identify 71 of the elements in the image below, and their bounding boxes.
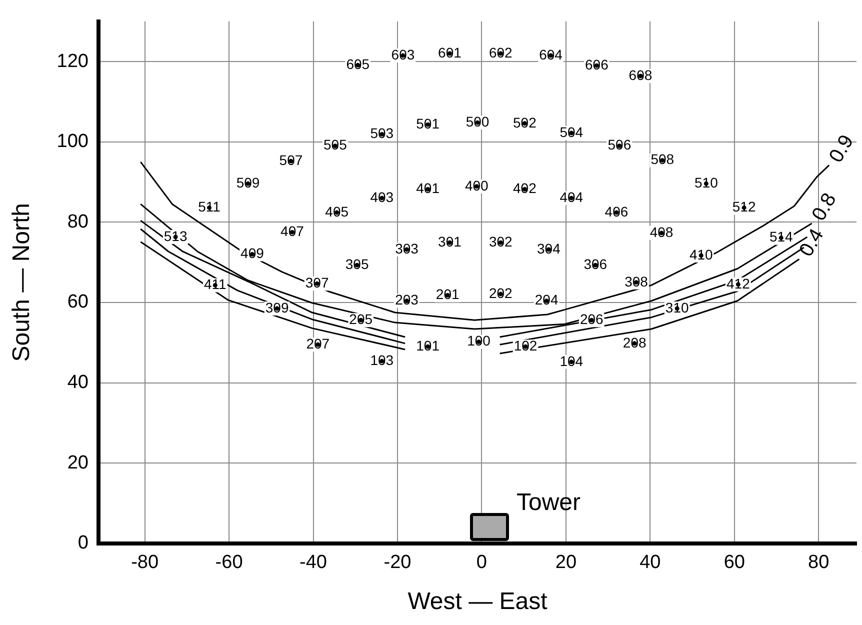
text: 0.8 (808, 190, 841, 225)
annotation: 205 (349, 311, 373, 328)
annotation: 204 (534, 292, 558, 308)
annotation: 208 (622, 334, 646, 350)
annotation: 203 (395, 292, 419, 308)
annotation: 509 (236, 174, 260, 190)
x-tick-label: 40 (640, 552, 661, 574)
y-tick-label: 40 (67, 372, 88, 394)
annotation: 103 (370, 352, 394, 368)
annotation: 407 (280, 223, 304, 240)
text: 0.4 (795, 225, 828, 260)
annotation: 307 (305, 274, 329, 290)
x-tick-label: 80 (808, 552, 830, 574)
annotation: 308 (624, 273, 648, 290)
annotation: 507 (279, 152, 303, 168)
x-tick-label: 0 (476, 552, 487, 574)
annotation: 601 (438, 44, 462, 60)
annotation: 306 (584, 256, 608, 272)
annotation: 602 (488, 44, 513, 60)
x-tick-label: -80 (131, 552, 159, 574)
y-tick-label: 60 (67, 292, 88, 313)
annotation: 303 (395, 240, 419, 256)
annotation: 302 (488, 234, 513, 250)
annotation: 405 (325, 203, 349, 220)
annotation: 504 (560, 124, 584, 140)
annotation: 409 (240, 245, 264, 262)
x-tick-label: -20 (384, 552, 412, 574)
annotation: 207 (306, 336, 330, 352)
annotation: 402 (512, 180, 537, 196)
annotation: 508 (650, 151, 674, 168)
annotation: 406 (604, 203, 628, 220)
annotation: 201 (436, 286, 460, 302)
annotation: 605 (346, 56, 370, 72)
annotation: 502 (512, 114, 537, 130)
y-tick-label: 120 (56, 50, 88, 72)
text: 0.9 (825, 131, 858, 166)
x-axis-title: West — East (408, 588, 548, 616)
annotation: Tower (516, 489, 581, 516)
annotation: 506 (608, 136, 632, 153)
annotation: 606 (584, 56, 609, 72)
annotation: 505 (323, 136, 348, 153)
annotation: 102 (514, 338, 538, 354)
x-tick-label: 20 (555, 552, 577, 574)
annotation: 301 (438, 234, 462, 250)
y-tick-label: 0 (78, 532, 88, 554)
annotation: 101 (416, 338, 440, 354)
annotation: 603 (391, 46, 415, 62)
annotation: 401 (416, 180, 440, 196)
y-tick-label: 80 (67, 211, 88, 232)
annotation: 202 (488, 284, 513, 301)
y-axis-title: South — North (8, 203, 36, 362)
annotation: 408 (650, 224, 674, 240)
x-tick-label: 60 (724, 552, 745, 574)
y-tick-label: 100 (56, 131, 88, 152)
x-tick-label: -60 (215, 552, 243, 574)
annotation: 400 (464, 177, 489, 194)
annotation: 309 (265, 299, 289, 316)
annotation: 404 (560, 188, 584, 205)
annotation: 206 (580, 311, 604, 328)
annotation: 304 (536, 240, 561, 256)
annotation: 100 (467, 332, 491, 349)
annotation: 608 (628, 66, 652, 83)
x-tick-label: -40 (300, 552, 327, 574)
annotation: 604 (539, 46, 563, 62)
annotation: 403 (370, 188, 394, 205)
annotation: 104 (560, 352, 584, 369)
annotation: 503 (370, 125, 394, 142)
annotation: 501 (416, 115, 440, 132)
y-tick-label: 20 (67, 452, 88, 474)
annotation: 500 (466, 113, 490, 130)
annotation: 305 (345, 256, 369, 272)
